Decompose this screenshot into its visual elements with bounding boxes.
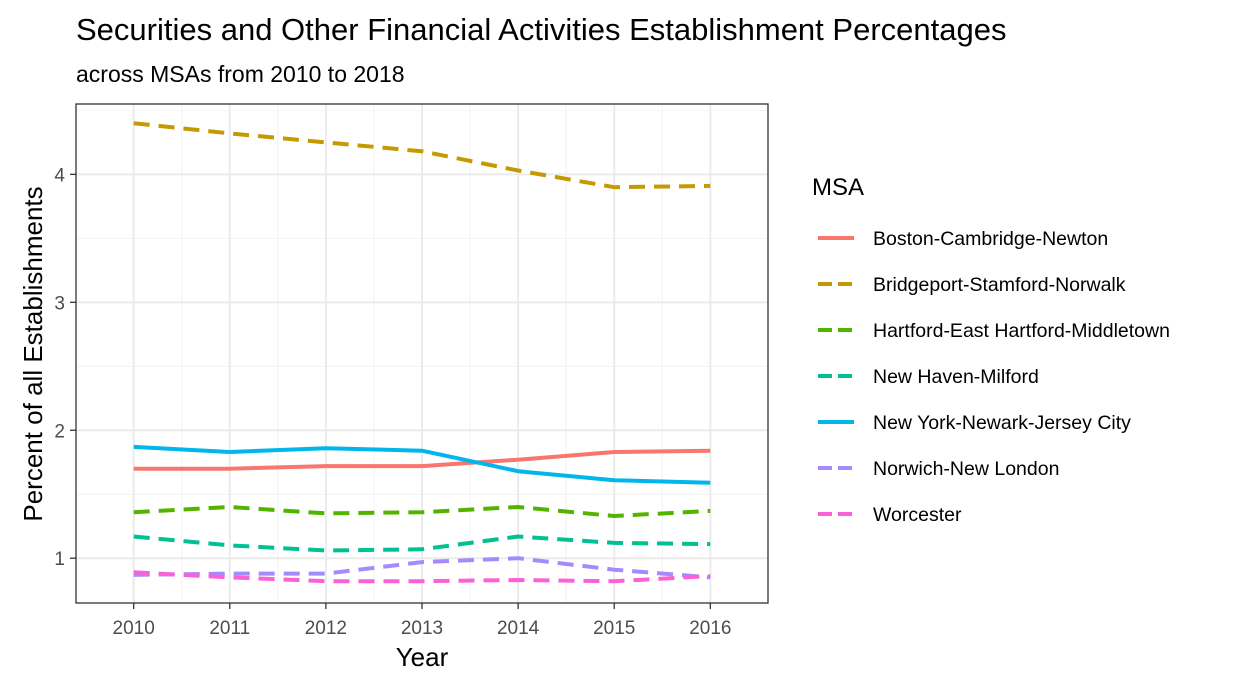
legend-label: Bridgeport-Stamford-Norwalk — [873, 274, 1126, 296]
legend-label: New Haven-Milford — [873, 366, 1039, 388]
series-line — [133, 444, 711, 485]
chart-subtitle: across MSAs from 2010 to 2018 — [76, 61, 405, 87]
series-line — [133, 505, 711, 518]
series-line — [133, 570, 711, 584]
plot-area: 2010 2011 2012 2013 2014 2015 2016 1 2 3 4 — [54, 103, 769, 639]
legend: MSA Boston-Cambridge-Newton Bridgeport-St… — [812, 174, 1170, 526]
legend-title: MSA — [812, 174, 864, 201]
series-line — [133, 556, 711, 580]
chart-title: Securities and Other Financial Activitie… — [76, 12, 1006, 47]
series-line — [133, 534, 711, 553]
legend-label: Hartford-East Hartford-Middletown — [873, 320, 1170, 342]
legend-label: Norwich-New London — [873, 458, 1059, 480]
x-tick-label: 2012 — [305, 618, 347, 639]
y-tick-label: 2 — [54, 421, 65, 442]
x-tick-label: 2011 — [209, 618, 250, 639]
x-tick-label: 2015 — [593, 618, 635, 639]
legend-label: Boston-Cambridge-Newton — [873, 228, 1108, 250]
y-axis-title: Percent of all Establishments — [18, 186, 48, 521]
y-tick-label: 3 — [54, 293, 65, 314]
series-line — [133, 121, 711, 190]
x-tick-label: 2014 — [497, 618, 540, 639]
y-tick-label: 4 — [54, 165, 65, 186]
series-line — [133, 448, 711, 471]
x-tick-label: 2010 — [113, 618, 155, 639]
x-axis-title: Year — [396, 642, 449, 672]
x-tick-label: 2013 — [401, 618, 443, 639]
legend-label: Worcester — [873, 504, 962, 526]
legend-label: New York-Newark-Jersey City — [873, 412, 1131, 434]
y-tick-label: 1 — [54, 549, 65, 570]
x-tick-label: 2016 — [689, 618, 731, 639]
